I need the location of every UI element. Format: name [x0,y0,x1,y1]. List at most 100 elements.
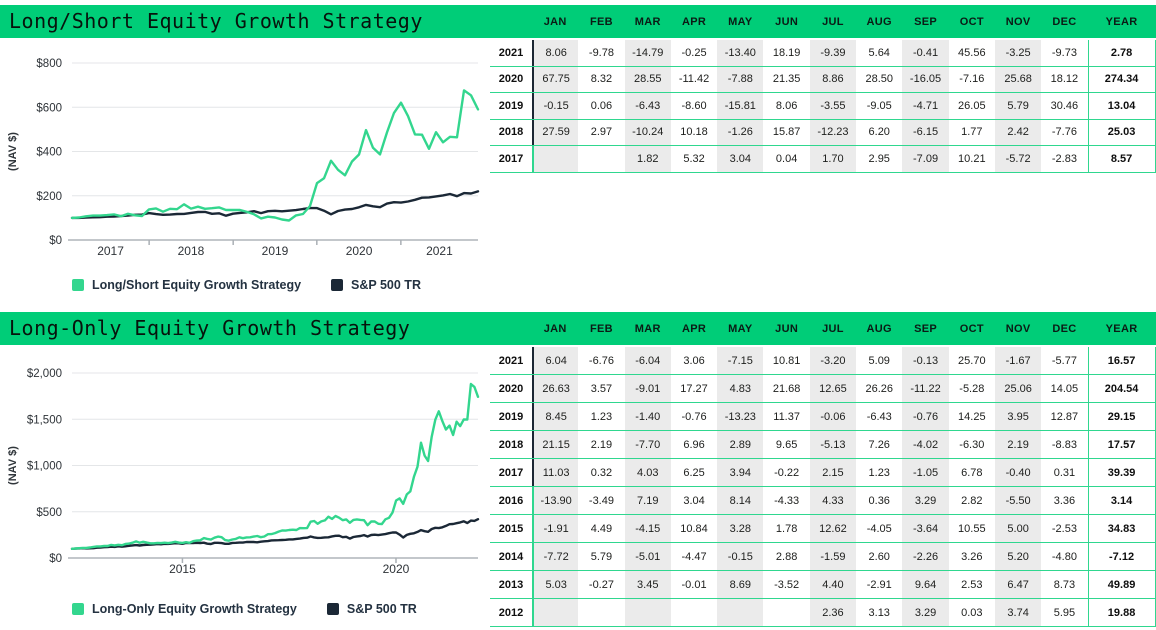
month-header: JUN [775,322,799,335]
month-value-cell: -12.23 [809,119,857,145]
month-value-cell: -3.55 [809,93,857,119]
month-value-cell: 8.32 [590,73,613,86]
month-value-cell: -2.26 [902,543,949,570]
month-value-cell: -3.20 [809,347,857,374]
month-value-cell: 3.57 [590,382,613,395]
month-header: JUL [822,322,844,335]
chart-canvas: $0 $200 $400 $600 $800 2017 2018 2019 2020 2021 (N… [7,58,480,258]
month-value-cell [671,599,717,626]
year-total-cell: 3.14 [1087,487,1156,514]
month-value-cell: 3.06 [683,354,705,367]
month-value-cell: 10.55 [958,522,986,535]
month-header: DEC [1052,15,1077,28]
month-value-cell: 26.26 [865,382,893,395]
year-label: 2018 [498,438,524,451]
month-value-cell: -4.80 [1051,550,1077,563]
month-value-cell: -13.23 [717,403,764,430]
month-value-cell: 2.42 [994,119,1042,145]
month-value-cell: -5.01 [624,543,671,570]
nav-chart-long-short: $0 $200 $400 $600 $800 2017 2018 2019 2020 2021 (N… [0,38,490,295]
month-value-cell: 9.65 [775,438,798,451]
y-tick-label: $1,000 [27,461,62,473]
month-value-cell [578,599,624,626]
month-value-cell: -5.72 [994,146,1042,172]
month-value-cell: -9.05 [866,99,892,112]
month-value-cell: 8.14 [717,487,764,514]
month-value-cell: -6.43 [866,410,892,423]
month-value-cell: 0.36 [868,494,890,507]
month-value-cell: -3.52 [774,578,800,591]
month-value-cell: -1.40 [624,403,671,430]
year-total-cell: 49.89 [1087,571,1156,598]
corner-cell [490,312,532,345]
month-header: AUG [866,15,892,28]
month-value-cell: 11.03 [532,459,579,486]
year-total-cell: 39.39 [1087,459,1156,486]
monthly-returns-table: JAN FEB MAR APR MAY JUN JUL AUG SEP OCT NOV DEC YEAR… [490,5,1156,173]
month-value-cell: 2.19 [994,431,1042,458]
month-value-cell: -4.02 [902,431,949,458]
month-value-cell: -0.40 [994,459,1042,486]
legend-item: Long/Short Equity Growth Strategy [72,278,301,292]
month-value-cell: 8.45 [532,403,579,430]
month-header: OCT [959,322,984,335]
year-label: 2021 [498,354,524,367]
series-line [70,382,480,551]
month-value-cell: 1.82 [624,146,671,172]
month-value-cell: 12.87 [1050,410,1079,423]
month-value-cell: 10.84 [680,522,708,535]
table-row: 2019 8.45 1.23 -1.40 -0.76 -13.23 11.37 -0.06 -6… [490,403,1156,431]
month-value-cell [717,599,764,626]
section-header-band: Long/Short Equity Growth Strategy [0,5,1156,38]
year-label: 2019 [498,99,524,112]
year-total-cell: 13.04 [1087,93,1156,119]
month-header: MAY [728,322,753,335]
series-line [70,89,480,222]
month-value-cell: 5.79 [590,550,613,563]
year-total-cell: 17.57 [1087,431,1156,458]
table-row: 2018 21.15 2.19 -7.70 6.96 2.89 9.65 -5.13 7.26-… [490,431,1156,459]
month-value-cell: 11.37 [773,410,800,423]
month-value-cell: 8.73 [1053,578,1076,591]
table-row: 2020 26.63 3.57 -9.01 17.27 4.83 21.68 12.65 26.… [490,375,1156,403]
month-value-cell: 8.86 [809,66,857,92]
month-value-cell [763,599,809,626]
month-value-cell: 3.74 [994,599,1042,626]
section-header-band: Long-Only Equity Growth Strategy [0,312,1156,345]
month-value-cell: -5.77 [1051,354,1077,367]
table-row: 2013 5.03 -0.27 3.45 -0.01 8.69 -3.52 4.40 -2.91… [490,571,1156,599]
y-tick-label: $200 [36,191,62,203]
month-header: NOV [1005,322,1031,335]
month-value-cell: 6.47 [994,571,1042,598]
month-value-cell: 1.70 [809,146,857,172]
year-label: 2019 [498,410,524,423]
month-value-cell: 5.03 [532,571,579,598]
legend-label: S&P 500 TR [351,278,421,292]
month-value-cell: 4.49 [590,522,613,535]
month-value-cell: -16.05 [902,66,949,92]
month-header: FEB [589,15,613,28]
month-value-cell: 7.19 [624,487,671,514]
legend-item: Long-Only Equity Growth Strategy [72,602,297,616]
month-value-cell [578,146,624,172]
month-header: MAR [634,15,661,28]
month-value-cell: 3.95 [994,403,1042,430]
month-value-cell: -9.01 [624,375,671,402]
month-value-cell: 25.68 [994,66,1042,92]
x-tick-label: 2021 [426,244,453,258]
month-value-cell: -13.90 [532,487,579,514]
year-total-cell: 2.78 [1087,40,1156,66]
legend-swatch-icon [72,603,84,615]
month-value-cell: 6.25 [683,466,705,479]
month-value-cell: 7.26 [868,438,890,451]
month-header: SEP [914,322,937,335]
table-row: 2020 67.75 8.32 28.55 -11.42 -7.88 21.35 8.86 28… [490,66,1156,93]
chart-canvas: $0 $500 $1,000 $1,500 $2,000 2015 2020 (NAV $) [7,368,480,576]
month-value-cell: 2.15 [809,459,857,486]
year-label: 2017 [498,466,524,479]
month-value-cell: 10.81 [772,354,801,367]
month-value-cell: 28.55 [624,66,671,92]
month-value-cell: -5.28 [959,382,985,395]
month-header: MAR [634,322,661,335]
month-value-cell: -9.39 [809,40,857,66]
